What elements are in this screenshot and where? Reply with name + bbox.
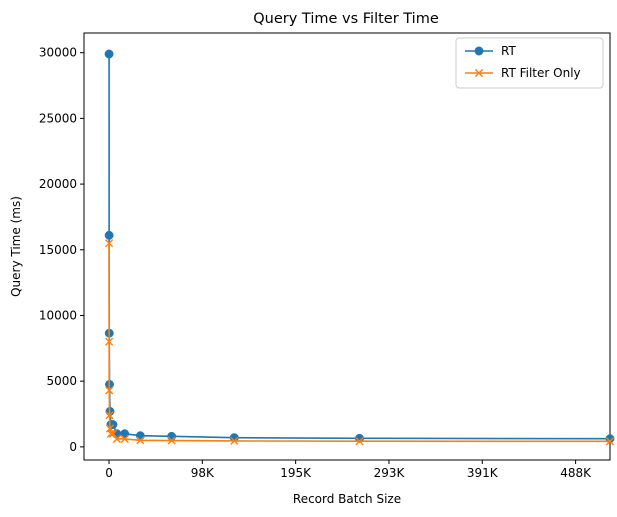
x-axis: 0 98K 195K 293K 391K 488K <box>105 460 592 480</box>
data-point <box>108 420 118 429</box>
x-tick-label: 488K <box>560 466 592 480</box>
y-tick-label: 5000 <box>46 374 77 388</box>
data-point <box>120 429 130 439</box>
legend: RT RT Filter Only <box>455 37 604 89</box>
data-point <box>167 436 176 445</box>
x-tick-label: 0 <box>105 466 113 480</box>
y-tick-label: 15000 <box>39 243 77 257</box>
data-point <box>105 411 114 420</box>
legend-marker <box>474 46 484 56</box>
series-2 <box>104 239 615 446</box>
data-point <box>104 239 114 248</box>
data-point <box>167 431 177 441</box>
data-point <box>104 230 114 240</box>
data-point <box>105 386 114 395</box>
y-axis: 0 5000 10000 15000 20000 25000 30000 <box>39 46 84 454</box>
data-point <box>605 437 615 446</box>
y-axis-title: Query Time (ms) <box>9 196 23 297</box>
axes-frame <box>83 32 611 461</box>
x-tick-label: 195K <box>280 466 312 480</box>
legend-item: RT Filter Only <box>465 66 581 80</box>
y-tick-label: 20000 <box>39 177 77 191</box>
series-layer <box>104 49 615 446</box>
data-point <box>135 431 145 441</box>
data-point <box>230 436 239 446</box>
x-axis-title: Record Batch Size <box>293 492 401 506</box>
data-point <box>136 436 145 445</box>
data-point <box>355 437 364 446</box>
x-tick-label: 293K <box>374 466 406 480</box>
x-tick-label: 391K <box>467 466 499 480</box>
data-point <box>105 337 114 346</box>
plot-area: 0 98K 195K 293K 391K 488K 0 5000 10000 15000 2000… <box>39 32 615 480</box>
legend-label: RT Filter Only <box>501 66 581 80</box>
y-tick-label: 30000 <box>39 46 77 60</box>
legend-item: RT <box>465 44 516 58</box>
y-tick-label: 0 <box>69 440 77 454</box>
legend-marker <box>474 68 484 78</box>
x-tick-label: 98K <box>191 466 215 480</box>
legend-box <box>455 37 604 89</box>
y-tick-label: 10000 <box>39 308 77 322</box>
data-point <box>120 434 129 444</box>
data-point <box>108 429 118 438</box>
data-point <box>112 434 121 444</box>
chart-title: Query Time vs Filter Time <box>253 11 439 27</box>
legend-label: RT <box>501 44 516 58</box>
data-point <box>104 49 114 59</box>
y-tick-label: 25000 <box>39 111 77 125</box>
